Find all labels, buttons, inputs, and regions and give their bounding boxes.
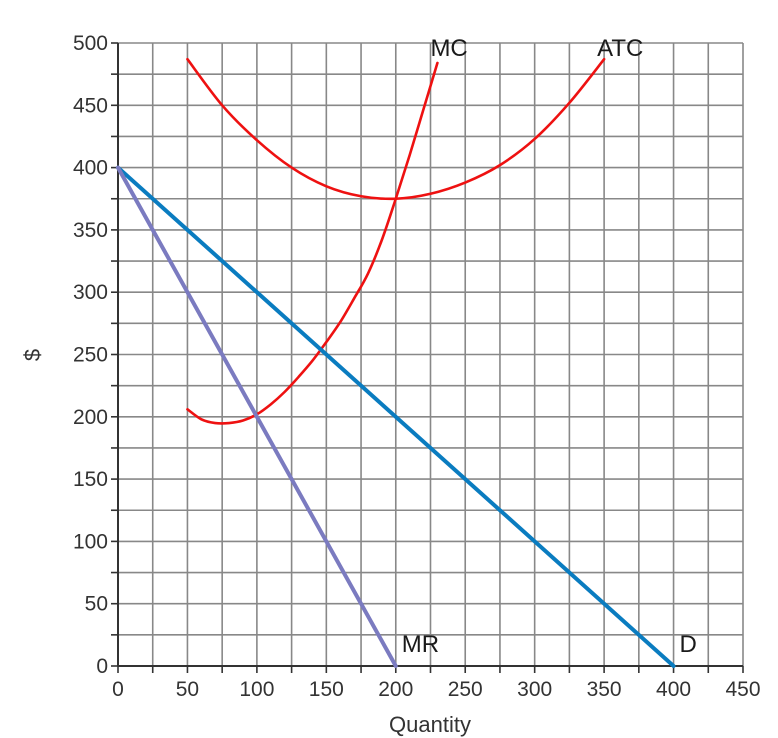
axes xyxy=(111,42,744,673)
y-tick-label: 250 xyxy=(73,344,108,367)
y-tick-label: 200 xyxy=(73,406,108,429)
mr-label: MR xyxy=(402,631,439,658)
mr-curve xyxy=(116,165,398,668)
y-tick-label: 350 xyxy=(73,219,108,242)
y-tick-label: 0 xyxy=(96,655,108,678)
y-tick-label: 100 xyxy=(73,530,108,553)
y-tick-label: 150 xyxy=(73,468,108,491)
d-curve xyxy=(116,165,676,668)
y-tick-label: 400 xyxy=(73,157,108,180)
y-tick-label: 50 xyxy=(85,593,108,616)
d-label: D xyxy=(680,631,697,658)
y-tick-label: 300 xyxy=(73,281,108,304)
x-tick-label: 0 xyxy=(112,678,124,701)
x-tick-label: 400 xyxy=(656,678,691,701)
x-tick-label: 100 xyxy=(239,678,274,701)
mc-label: MC xyxy=(430,35,467,62)
tick-labels: 0 50 100 150 200 250 300 350 400 450 0 50 100 150 200 2… xyxy=(73,32,761,701)
grid xyxy=(117,42,744,667)
curve-labels: MC ATC D MR xyxy=(402,35,697,658)
x-tick-label: 300 xyxy=(517,678,552,701)
atc-curve xyxy=(186,57,606,201)
y-tick-label: 450 xyxy=(73,94,108,117)
x-tick-label: 150 xyxy=(309,678,344,701)
x-tick-label: 250 xyxy=(448,678,483,701)
x-tick-label: 350 xyxy=(587,678,622,701)
mc-curve xyxy=(186,61,439,425)
curves xyxy=(116,57,676,668)
atc-label: ATC xyxy=(597,35,643,62)
x-axis-title: Quantity xyxy=(389,712,471,737)
y-tick-label: 500 xyxy=(73,32,108,55)
x-tick-label: 450 xyxy=(725,678,760,701)
x-tick-label: 50 xyxy=(176,678,199,701)
y-axis-title: $ xyxy=(20,349,45,361)
x-tick-label: 200 xyxy=(378,678,413,701)
